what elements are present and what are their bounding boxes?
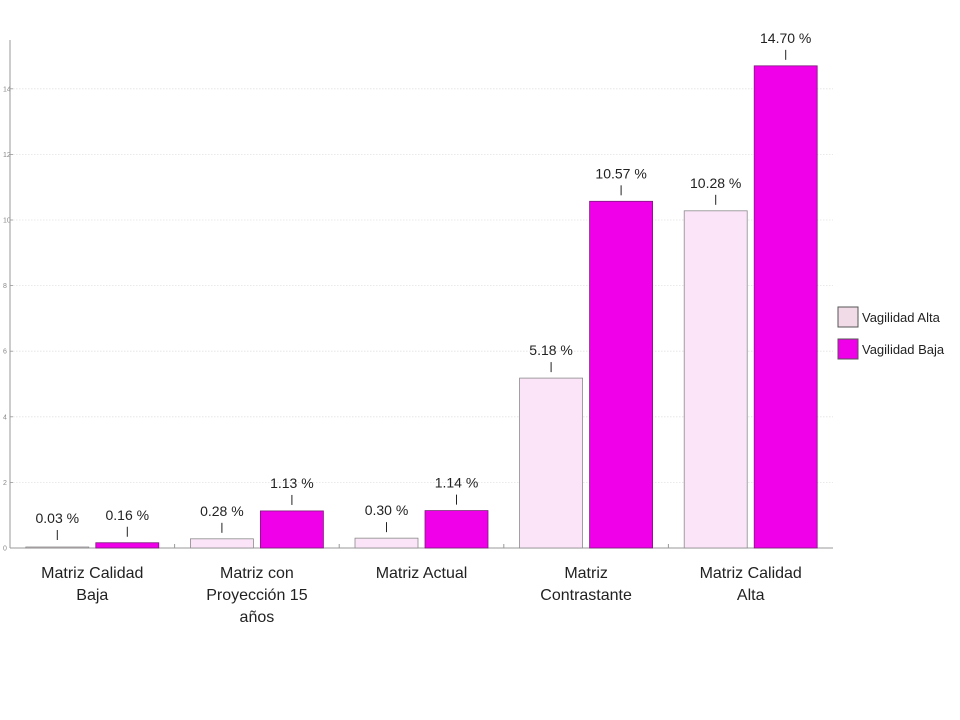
bar	[424, 510, 489, 549]
y-tick-label: 4	[3, 414, 7, 421]
category-label: Matriz	[564, 565, 608, 582]
bars	[25, 65, 818, 549]
bar	[259, 510, 324, 549]
bar	[189, 538, 254, 549]
y-tick-label: 2	[3, 480, 7, 487]
data-label: 0.03 %	[36, 510, 80, 526]
y-tick-label: 14	[3, 86, 11, 93]
category-label: Matriz Calidad	[700, 565, 802, 582]
y-tick-label: 8	[3, 283, 7, 290]
category-label: Matriz Calidad	[41, 565, 143, 582]
category-label: Proyección 15	[206, 587, 307, 604]
y-tick-label: 10	[3, 218, 11, 225]
data-label: 14.70 %	[760, 30, 811, 46]
y-tick-label: 0	[3, 546, 7, 553]
legend-label: Vagilidad Alta	[862, 310, 941, 325]
data-label: 10.57 %	[595, 165, 646, 181]
data-labels: 0.03 % 0.16 % 0.28 % 1.13 % 0.30 % 1.14 % 5.18…	[36, 30, 811, 540]
bar	[753, 65, 818, 549]
data-label: 1.13 %	[270, 475, 314, 491]
bar	[95, 542, 160, 549]
legend-swatch	[837, 338, 859, 360]
category-label: Alta	[737, 587, 765, 604]
category-label: Matriz Actual	[376, 565, 468, 582]
legend-swatch	[837, 306, 859, 328]
bar	[683, 210, 748, 549]
category-labels: Matriz Calidad Baja Matriz con Proyección 1…	[41, 565, 802, 626]
y-tick-label: 6	[3, 349, 7, 356]
grid-lines	[10, 88, 833, 483]
bar	[519, 377, 583, 549]
legend-label: Vagilidad Baja	[862, 342, 945, 357]
legend: Vagilidad Alta Vagilidad Baja	[837, 306, 945, 360]
data-label: 0.30 %	[365, 502, 409, 518]
category-label: años	[240, 609, 275, 626]
bar	[354, 537, 419, 549]
category-label: Contrastante	[540, 587, 632, 604]
category-label: Baja	[76, 587, 108, 604]
data-label: 10.28 %	[690, 175, 741, 191]
bar	[25, 546, 90, 549]
data-label: 0.28 %	[200, 503, 244, 519]
y-tick-label: 12	[3, 152, 11, 159]
data-label: 1.14 %	[435, 475, 479, 491]
category-label: Matriz con	[220, 565, 294, 582]
bar	[589, 200, 653, 549]
data-label: 5.18 %	[529, 342, 573, 358]
data-label: 0.16 %	[106, 507, 150, 523]
